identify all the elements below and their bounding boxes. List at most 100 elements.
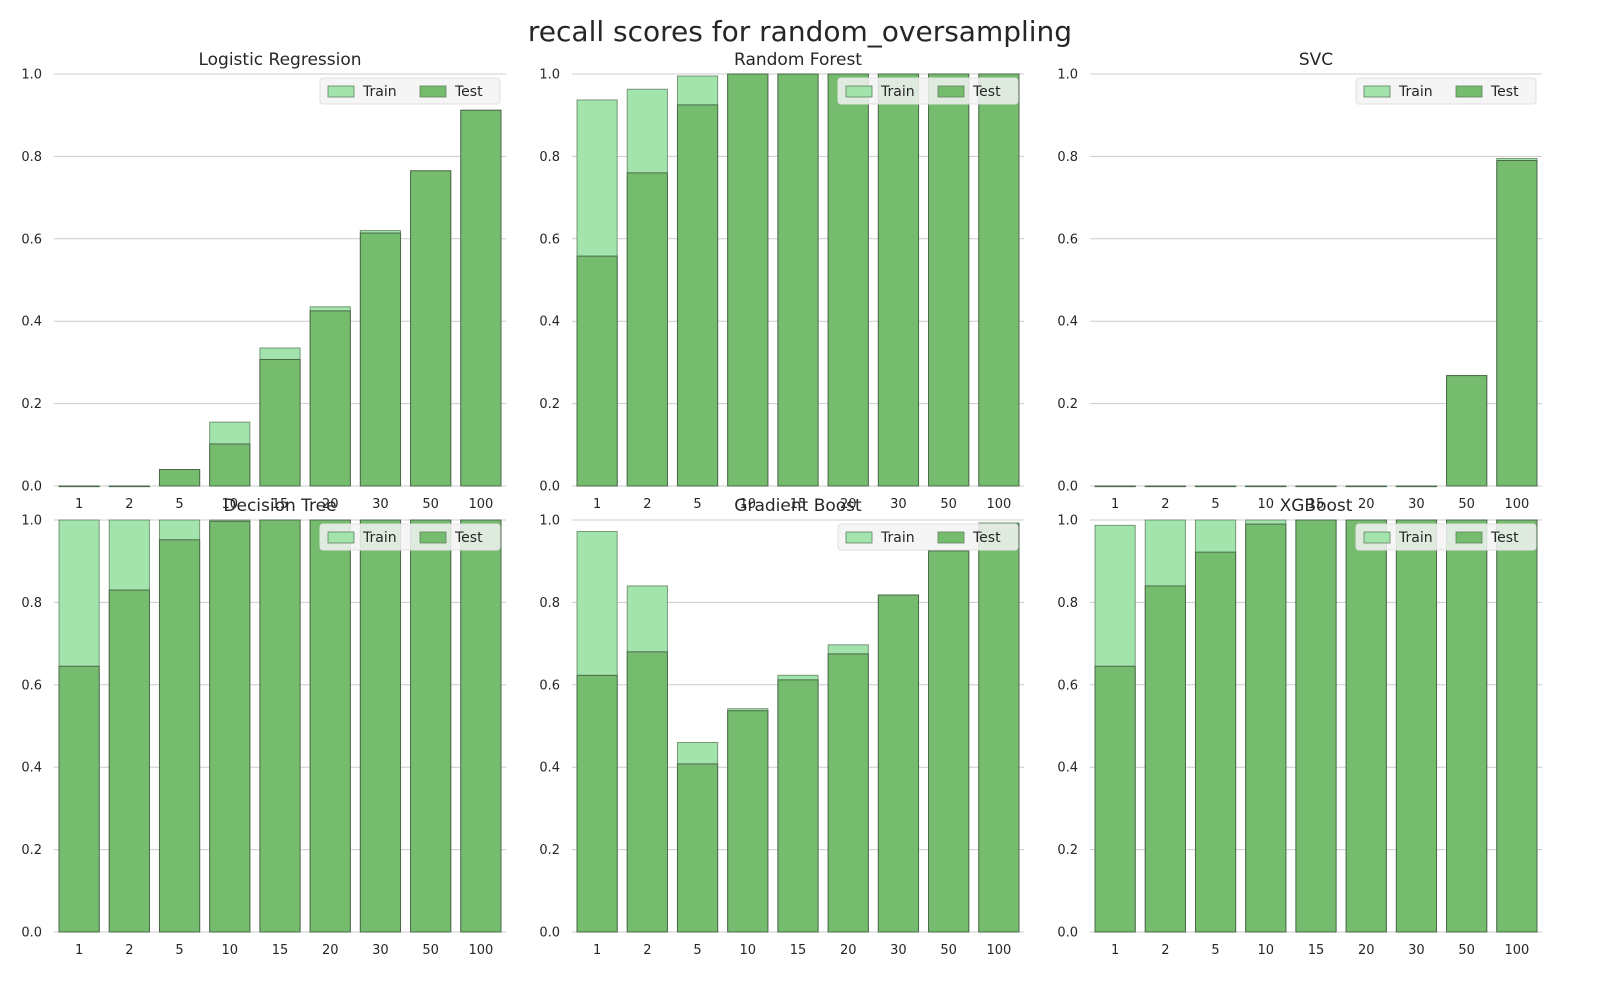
y-tick-label: 0.6 xyxy=(539,678,560,693)
test-bar xyxy=(777,73,819,487)
y-tick-label: 0.4 xyxy=(21,761,42,776)
legend-box xyxy=(319,77,501,105)
test-bar xyxy=(58,665,100,933)
test-bar xyxy=(1496,519,1538,933)
test-bar xyxy=(576,255,618,487)
y-tick-label: 0.2 xyxy=(539,843,560,858)
test-bar xyxy=(1144,485,1186,488)
test-bar xyxy=(309,310,351,487)
test-bar xyxy=(1194,485,1237,488)
test-bar xyxy=(209,443,251,487)
subplot-title: Logistic Regression xyxy=(198,50,361,70)
legend: Train Test xyxy=(1355,523,1537,551)
y-tick-label: 0.4 xyxy=(539,761,560,776)
legend-box xyxy=(1355,523,1537,551)
y-tick-label: 0.8 xyxy=(1057,150,1078,165)
test-bar xyxy=(1094,485,1136,488)
subplot-title: Random Forest xyxy=(734,50,862,70)
x-tick-label: 1 xyxy=(593,943,601,958)
x-tick-label: 10 xyxy=(1258,497,1275,512)
test-bar xyxy=(158,539,201,933)
y-tick-label: 0.6 xyxy=(21,232,42,247)
legend-swatch-test xyxy=(1455,85,1483,98)
legend-swatch-train xyxy=(1363,531,1391,544)
x-tick-label: 5 xyxy=(1211,497,1219,512)
legend-label-train: Train xyxy=(880,84,915,100)
y-tick-label: 0.0 xyxy=(21,926,42,941)
x-tick-label: 2 xyxy=(1161,497,1169,512)
x-tick-label: 5 xyxy=(693,943,701,958)
x-tick-label: 10 xyxy=(1258,943,1275,958)
test-bar xyxy=(928,73,970,487)
x-tick-label: 20 xyxy=(322,943,339,958)
legend-swatch-test xyxy=(1455,531,1483,544)
legend-label-test: Test xyxy=(972,84,1001,100)
test-bar xyxy=(1345,485,1387,488)
y-tick-label: 1.0 xyxy=(21,68,42,83)
y-tick-label: 0.8 xyxy=(21,150,42,165)
x-tick-label: 2 xyxy=(125,497,133,512)
subplot-title: Decision Tree xyxy=(223,496,336,516)
test-bar xyxy=(1446,519,1488,933)
test-bar xyxy=(410,519,452,933)
legend: Train Test xyxy=(837,523,1019,551)
test-bar xyxy=(1345,519,1387,933)
subplot-title: SVC xyxy=(1299,50,1333,70)
test-bar xyxy=(359,232,402,487)
y-tick-label: 1.0 xyxy=(1057,514,1078,529)
x-tick-label: 50 xyxy=(1458,497,1475,512)
test-bar xyxy=(676,104,719,487)
legend-label-test: Test xyxy=(1490,530,1519,546)
y-tick-label: 1.0 xyxy=(1057,68,1078,83)
legend: Train Test xyxy=(837,77,1019,105)
x-tick-label: 10 xyxy=(222,497,239,512)
y-tick-label: 1.0 xyxy=(539,514,560,529)
x-tick-label: 5 xyxy=(175,497,183,512)
legend-swatch-train xyxy=(327,531,355,544)
x-tick-label: 15 xyxy=(272,497,289,512)
test-bar xyxy=(108,485,150,488)
y-tick-label: 0.2 xyxy=(539,397,560,412)
legend-label-test: Test xyxy=(972,530,1001,546)
y-tick-label: 0.4 xyxy=(539,315,560,330)
y-tick-label: 0.2 xyxy=(21,843,42,858)
y-tick-label: 0.4 xyxy=(21,315,42,330)
x-tick-label: 2 xyxy=(643,943,651,958)
y-tick-label: 0.0 xyxy=(539,926,560,941)
subplot-5: 0.00.20.40.60.81.01 2 5 10 15 20 30 50 100XGBoos… xyxy=(1057,496,1542,958)
subplots-grid: 0.0 0.2 0.4 0.6 0.8 1.0 1 2 5 10 15 20 30 50 100 Logist… xyxy=(21,50,1542,958)
subplot-0: 0.0 0.2 0.4 0.6 0.8 1.0 1 2 5 10 15 20 30 50 100 Logist… xyxy=(21,50,506,512)
test-bar xyxy=(1395,519,1438,933)
y-tick-label: 0.8 xyxy=(539,150,560,165)
y-tick-label: 1.0 xyxy=(21,514,42,529)
x-tick-label: 10 xyxy=(740,943,757,958)
legend-box xyxy=(319,523,501,551)
test-bar xyxy=(727,73,769,487)
x-tick-label: 5 xyxy=(693,497,701,512)
x-tick-label: 50 xyxy=(940,497,957,512)
x-tick-label: 100 xyxy=(468,497,493,512)
test-bar xyxy=(877,73,920,487)
x-tick-label: 50 xyxy=(422,943,439,958)
test-bar xyxy=(158,469,201,487)
x-tick-label: 100 xyxy=(1504,497,1529,512)
x-tick-label: 30 xyxy=(1408,943,1425,958)
test-bar xyxy=(978,523,1020,933)
x-tick-label: 10 xyxy=(222,943,239,958)
y-tick-label: 0.6 xyxy=(1057,232,1078,247)
legend: Train Test xyxy=(1355,77,1537,105)
test-bar xyxy=(1446,375,1488,487)
legend-swatch-test xyxy=(419,85,447,98)
x-tick-label: 100 xyxy=(986,497,1011,512)
x-tick-label: 20 xyxy=(322,497,339,512)
legend-label-train: Train xyxy=(1398,84,1433,100)
subplot-2: 0.0 0.2 0.4 0.6 0.8 1.0 1 2 5 10 15 20 30 50 100 SVC Tra… xyxy=(1057,50,1542,512)
test-bar xyxy=(877,594,920,933)
x-tick-label: 2 xyxy=(1161,943,1169,958)
test-bar xyxy=(827,653,869,933)
y-tick-label: 0.4 xyxy=(1057,761,1078,776)
legend-swatch-test xyxy=(419,531,447,544)
test-bar xyxy=(410,170,452,487)
legend-label-train: Train xyxy=(362,84,397,100)
